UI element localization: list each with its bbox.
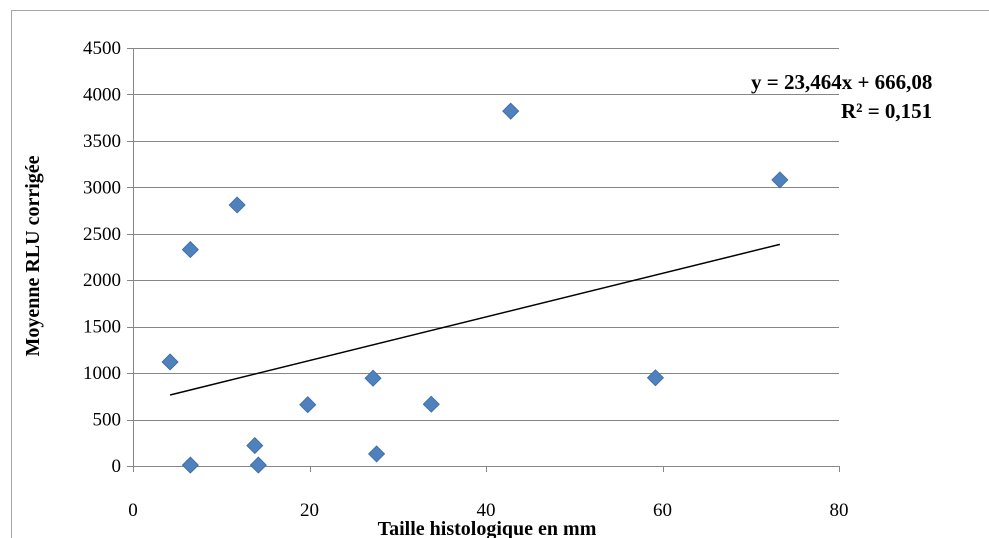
data-point	[299, 396, 317, 414]
y-tick-labels: 0 500 1000 1500 2000 2500 3000 3500 4000 4500	[83, 38, 121, 477]
y-tick-label: 3000	[83, 177, 121, 198]
data-point	[771, 171, 789, 189]
data-point	[368, 445, 386, 463]
y-tick-label: 2500	[83, 224, 121, 245]
y-tick-label: 0	[112, 456, 122, 477]
x-tick-labels: 0 20 40 60 80	[128, 500, 848, 521]
x-axis-title: Taille histologique en mm	[378, 518, 597, 538]
data-point	[228, 196, 246, 214]
x-tick-label: 40	[477, 500, 496, 521]
data-point	[246, 436, 264, 455]
y-axis-title: Moyenne RLU corrigée	[22, 155, 44, 356]
data-point	[364, 369, 382, 387]
x-tick-label: 80	[830, 500, 849, 521]
data-point	[249, 456, 267, 474]
y-tick-label: 4000	[83, 84, 121, 105]
data-point	[181, 241, 199, 259]
y-tick-label: 2000	[83, 270, 121, 291]
x-tick-label: 60	[653, 500, 672, 521]
trendline-r2: R² = 0,151	[841, 99, 932, 123]
trendline	[169, 243, 781, 396]
data-points	[161, 102, 789, 474]
y-tick-label: 500	[93, 410, 122, 431]
x-tick-label: 20	[300, 500, 319, 521]
trendline-group	[169, 243, 781, 396]
data-point	[422, 395, 440, 413]
data-point	[161, 353, 179, 371]
gridlines	[133, 48, 839, 421]
y-tick-label: 3500	[83, 131, 121, 152]
data-point	[646, 369, 665, 387]
y-tick-label: 1000	[83, 363, 121, 384]
data-point	[181, 456, 199, 474]
axes	[127, 48, 840, 472]
y-tick-label: 4500	[83, 38, 121, 59]
chart-border	[11, 10, 989, 538]
trendline-equation: y = 23,464x + 666,08	[751, 70, 932, 94]
x-tick-label: 0	[128, 500, 138, 521]
data-point	[502, 102, 520, 120]
y-tick-label: 1500	[83, 317, 121, 338]
